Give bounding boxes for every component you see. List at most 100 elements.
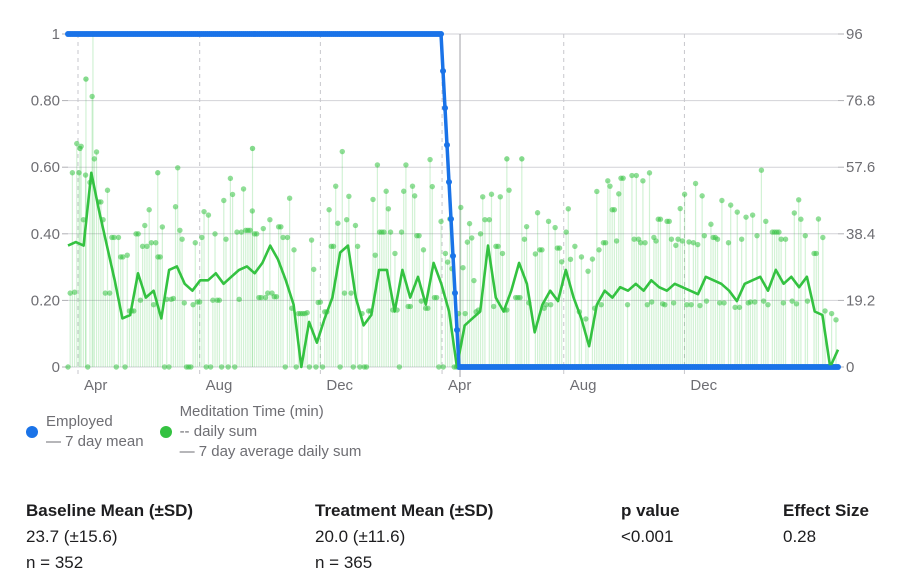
daily-sum-point bbox=[284, 234, 291, 241]
legend-meditation[interactable]: Meditation Time (min) -- daily sum — 7 d… bbox=[159, 402, 361, 462]
daily-sum-point bbox=[743, 214, 749, 220]
daily-sum-point bbox=[776, 229, 782, 235]
daily-sum-point bbox=[291, 247, 297, 253]
daily-sum-point bbox=[677, 205, 683, 212]
legend-employed-title: Employed bbox=[46, 413, 113, 430]
chart-grid bbox=[62, 33, 844, 377]
pvalue-header: p value bbox=[621, 501, 680, 520]
x-tick-label: Dec bbox=[690, 377, 717, 394]
daily-sum-point bbox=[539, 247, 545, 253]
y-left-tick-label: 0.20 bbox=[31, 292, 60, 309]
daily-sum-point bbox=[106, 290, 113, 296]
daily-sum-point bbox=[199, 234, 205, 241]
daily-sum-point bbox=[668, 236, 675, 242]
y-left-tick-label: 0 bbox=[52, 359, 60, 376]
daily-sum-point bbox=[357, 364, 363, 370]
daily-sum-point bbox=[236, 296, 242, 303]
daily-sum-point bbox=[85, 364, 91, 370]
daily-sum-point bbox=[607, 183, 613, 189]
daily-sum-point bbox=[521, 236, 528, 242]
daily-sum-point bbox=[673, 242, 679, 249]
x-tick-label: Dec bbox=[326, 377, 353, 394]
daily-sum-point bbox=[822, 308, 828, 314]
daily-sum-point bbox=[556, 245, 563, 251]
daily-sum-point bbox=[159, 224, 166, 230]
y-left-tick-label: 0.80 bbox=[31, 93, 60, 110]
daily-sum-point bbox=[82, 172, 89, 178]
daily-sum-point bbox=[221, 197, 227, 204]
daily-sum-point bbox=[620, 175, 626, 181]
daily-sum-point bbox=[93, 149, 100, 155]
daily-sum-point bbox=[719, 197, 725, 204]
daily-sum-point bbox=[203, 364, 209, 370]
daily-sum-point bbox=[179, 236, 185, 242]
chart-lines bbox=[67, 32, 840, 369]
daily-sum-point bbox=[385, 206, 392, 212]
daily-sum-point bbox=[137, 297, 144, 303]
daily-sum-point bbox=[471, 277, 477, 284]
daily-sum-point bbox=[657, 216, 664, 222]
x-tick-label: Aug bbox=[206, 377, 233, 394]
daily-sum-point bbox=[74, 140, 80, 147]
daily-sum-point bbox=[234, 229, 240, 235]
effect-header: Effect Size bbox=[783, 501, 869, 520]
daily-sum-point bbox=[798, 216, 804, 222]
daily-sum-point bbox=[594, 188, 600, 195]
daily-sum-point bbox=[150, 301, 157, 308]
daily-sum-point bbox=[293, 364, 299, 370]
daily-sum-point bbox=[666, 218, 672, 225]
daily-sum-point bbox=[727, 202, 734, 208]
daily-sum-point bbox=[466, 220, 473, 227]
daily-sum-point bbox=[411, 193, 418, 199]
daily-sum-point bbox=[578, 254, 585, 260]
daily-sum-point bbox=[339, 148, 345, 155]
daily-sum-point bbox=[462, 310, 468, 317]
daily-sum-point bbox=[122, 364, 128, 370]
chart: 0 0 0.20 19.2 0.40 38.4 0.60 57.6 0.80 76.8 1 96 Apr… bbox=[31, 26, 875, 394]
daily-sum-point bbox=[120, 254, 126, 260]
daily-sum-point bbox=[497, 194, 503, 200]
daily-sum-point bbox=[238, 229, 245, 235]
x-tick-label: Apr bbox=[448, 377, 471, 394]
meditation-avg-line bbox=[67, 171, 840, 369]
daily-sum-point bbox=[153, 240, 159, 246]
baseline-header: Baseline Mean (±SD) bbox=[26, 501, 194, 520]
daily-sum-point bbox=[469, 235, 475, 241]
y-right-tick-label: 19.2 bbox=[846, 292, 875, 309]
daily-sum-point bbox=[605, 178, 611, 184]
daily-sum-point bbox=[532, 251, 539, 257]
meditation-dot-icon bbox=[159, 426, 172, 438]
daily-sum-point bbox=[67, 290, 73, 296]
legend-employed[interactable]: Employed — 7 day mean bbox=[26, 402, 144, 462]
daily-sum-point bbox=[734, 209, 740, 215]
daily-sum-point bbox=[313, 364, 319, 370]
daily-sum-point bbox=[418, 298, 424, 304]
treatment-header: Treatment Mean (±SD) bbox=[315, 501, 494, 520]
daily-sum-point bbox=[181, 300, 187, 306]
daily-sum-point bbox=[278, 224, 284, 230]
daily-sum-point bbox=[519, 156, 525, 162]
daily-sum-point bbox=[240, 186, 247, 192]
daily-sum-point bbox=[148, 240, 155, 246]
daily-sum-point bbox=[227, 175, 234, 182]
daily-sum-point bbox=[223, 236, 229, 242]
daily-sum-point bbox=[170, 295, 177, 302]
daily-sum-point bbox=[403, 162, 409, 168]
daily-sum-point bbox=[196, 299, 203, 305]
daily-sum-point bbox=[633, 172, 640, 179]
daily-sum-point bbox=[548, 301, 554, 308]
daily-sum-point bbox=[675, 236, 681, 242]
daily-sum-point bbox=[383, 188, 389, 194]
daily-sum-point bbox=[161, 364, 168, 370]
daily-sum-point bbox=[330, 243, 337, 250]
x-tick-label: Apr bbox=[84, 377, 107, 394]
daily-sum-point bbox=[438, 218, 444, 225]
y-right-tick-label: 96 bbox=[846, 26, 863, 43]
daily-sum-point bbox=[802, 232, 808, 239]
employed-line bbox=[68, 32, 838, 369]
daily-sum-point bbox=[218, 364, 225, 370]
y-right-tick-label: 76.8 bbox=[846, 93, 875, 110]
daily-sum-point bbox=[796, 197, 802, 203]
daily-sum-point bbox=[640, 178, 646, 184]
daily-sum-point bbox=[212, 231, 218, 237]
